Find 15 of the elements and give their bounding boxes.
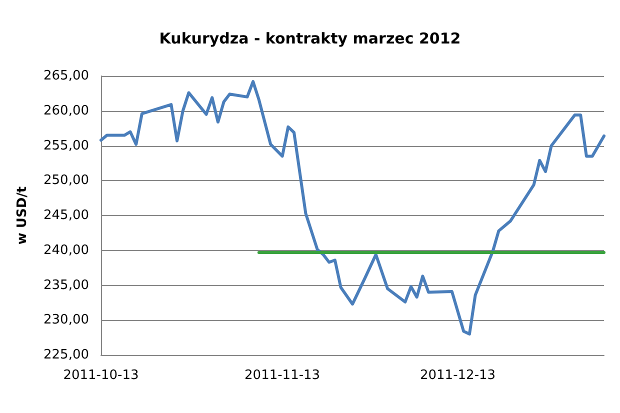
- y-tick-label: 255,00: [44, 138, 89, 154]
- x-tick-label: 2011-10-13: [63, 368, 139, 383]
- y-axis-title: w USD/t: [15, 186, 30, 245]
- x-tick-label: 2011-12-13: [420, 368, 496, 383]
- y-tick-label: 240,00: [44, 242, 89, 258]
- line-series: [100, 80, 606, 336]
- y-tick-label: 260,00: [44, 103, 89, 118]
- x-tick-label: 2011-11-13: [244, 368, 320, 383]
- y-tick-label: 245,00: [44, 208, 89, 223]
- y-tick-label: 265,00: [44, 68, 89, 84]
- y-tick-label: 225,00: [44, 348, 89, 362]
- y-tick-label: 250,00: [44, 173, 89, 188]
- y-tick-label: 235,00: [44, 278, 89, 293]
- y-tick-label: 230,00: [44, 312, 89, 328]
- chart-title: Kukurydza - kontrakty marzec 2012: [159, 30, 461, 48]
